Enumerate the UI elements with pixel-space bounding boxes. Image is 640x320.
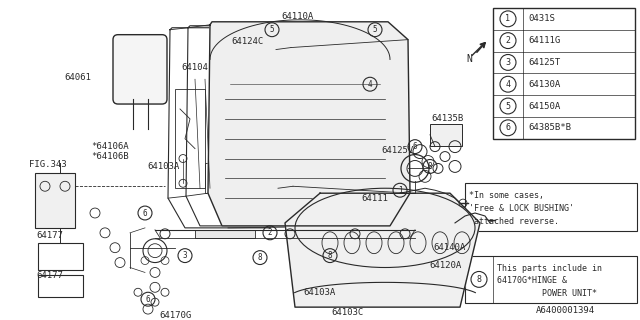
Bar bbox=[430, 124, 462, 146]
Text: 64103C: 64103C bbox=[332, 308, 364, 316]
Bar bbox=[195, 230, 255, 238]
Text: *64106B: *64106B bbox=[91, 152, 129, 161]
Text: 'Free & LOCK BUSHING': 'Free & LOCK BUSHING' bbox=[469, 204, 574, 213]
Text: 3: 3 bbox=[506, 58, 511, 67]
Bar bbox=[300, 230, 360, 238]
Bar bbox=[175, 89, 205, 188]
Text: 4: 4 bbox=[506, 80, 511, 89]
Text: 64125T: 64125T bbox=[528, 58, 560, 67]
Text: N: N bbox=[466, 54, 472, 64]
Text: 5: 5 bbox=[506, 101, 511, 110]
Text: 64385B*B: 64385B*B bbox=[528, 123, 571, 132]
Text: 64111G: 64111G bbox=[528, 36, 560, 45]
Text: *64106A: *64106A bbox=[91, 142, 129, 151]
Text: 2: 2 bbox=[268, 228, 272, 237]
Text: 1: 1 bbox=[506, 14, 511, 23]
Text: This parts include in: This parts include in bbox=[497, 264, 602, 273]
Text: 64170G: 64170G bbox=[159, 310, 191, 320]
Bar bbox=[35, 173, 75, 228]
Bar bbox=[38, 243, 83, 270]
Text: 64177: 64177 bbox=[36, 231, 63, 240]
Text: 64061: 64061 bbox=[65, 73, 92, 82]
Text: 4: 4 bbox=[368, 80, 372, 89]
Text: attached reverse.: attached reverse. bbox=[469, 217, 559, 226]
Text: 6: 6 bbox=[413, 142, 417, 151]
Text: 1: 1 bbox=[397, 186, 403, 195]
Bar bbox=[38, 276, 83, 297]
Bar bbox=[465, 183, 637, 231]
Text: 64125V: 64125V bbox=[382, 146, 414, 155]
Text: 8: 8 bbox=[428, 162, 432, 171]
Text: 5: 5 bbox=[372, 25, 378, 34]
Text: 64177: 64177 bbox=[36, 271, 63, 280]
Text: A6400001394: A6400001394 bbox=[536, 306, 595, 315]
Text: 6: 6 bbox=[146, 295, 150, 304]
Text: 6: 6 bbox=[143, 209, 147, 218]
Text: 8: 8 bbox=[477, 275, 481, 284]
Text: 2: 2 bbox=[506, 36, 511, 45]
Text: 64130A: 64130A bbox=[528, 80, 560, 89]
Polygon shape bbox=[208, 22, 410, 226]
Text: 64111: 64111 bbox=[362, 194, 388, 203]
Text: *In some cases,: *In some cases, bbox=[469, 191, 544, 200]
Polygon shape bbox=[285, 193, 480, 307]
Text: 0431S: 0431S bbox=[528, 14, 555, 23]
Text: 64104: 64104 bbox=[182, 63, 209, 72]
Text: 64135B: 64135B bbox=[431, 114, 463, 124]
Text: 64103A: 64103A bbox=[304, 288, 336, 297]
Text: 64110A: 64110A bbox=[281, 12, 313, 21]
Text: 64140A: 64140A bbox=[434, 243, 466, 252]
Bar bbox=[493, 8, 635, 139]
Text: 3: 3 bbox=[182, 251, 188, 260]
Text: 64124C: 64124C bbox=[232, 37, 264, 46]
Bar bbox=[205, 164, 223, 193]
Text: FIG.343: FIG.343 bbox=[29, 160, 67, 169]
Text: POWER UNIT*: POWER UNIT* bbox=[497, 289, 597, 298]
Text: 64150A: 64150A bbox=[528, 101, 560, 110]
Text: 64103A: 64103A bbox=[147, 162, 179, 171]
Text: 8: 8 bbox=[258, 253, 262, 262]
Text: 64170G*HINGE &: 64170G*HINGE & bbox=[497, 276, 567, 285]
FancyBboxPatch shape bbox=[113, 35, 167, 104]
Text: 64120A: 64120A bbox=[429, 261, 461, 270]
Text: 6: 6 bbox=[506, 123, 511, 132]
Bar bbox=[465, 256, 637, 303]
Text: 5: 5 bbox=[269, 25, 275, 34]
Text: 8: 8 bbox=[328, 251, 332, 260]
